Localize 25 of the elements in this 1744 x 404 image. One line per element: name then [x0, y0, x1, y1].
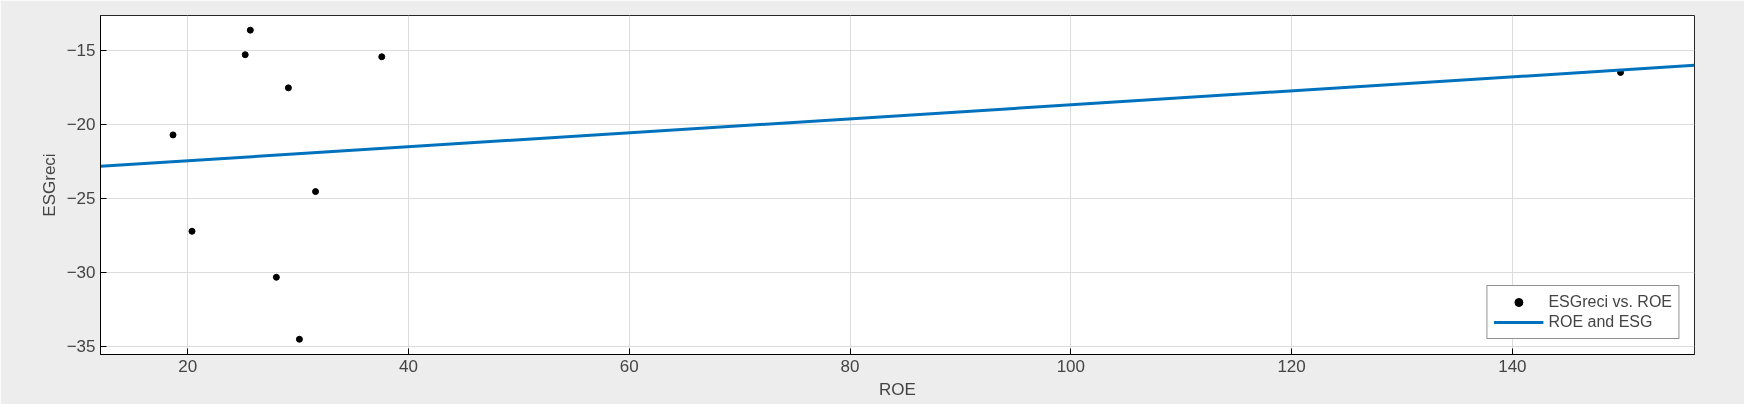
x-tick-label: 140 [1498, 356, 1527, 376]
x-tick-label: 120 [1277, 356, 1306, 376]
x-tick-label: 60 [619, 356, 639, 376]
x-tick-label: 80 [840, 356, 860, 376]
point [246, 26, 254, 34]
point [188, 227, 196, 235]
point [378, 53, 386, 61]
y-axis-title: ESGreci [39, 153, 59, 217]
x-tick-label: 20 [178, 356, 198, 376]
point [312, 188, 320, 196]
point [169, 131, 177, 139]
point [284, 84, 292, 92]
y-tick-label: −15 [66, 41, 96, 61]
x-tick-label: 100 [1056, 356, 1085, 376]
x-tick-label: 40 [399, 356, 418, 376]
x-axis-title: ROE [879, 379, 916, 399]
y-tick-label: −35 [66, 337, 96, 357]
point [241, 51, 249, 59]
point [272, 273, 280, 281]
y-tick-label: −20 [66, 115, 96, 135]
point [295, 335, 303, 343]
legend-label: ESGreci vs. ROE [1548, 293, 1672, 311]
legend-label: ROE and ESG [1548, 313, 1653, 331]
y-tick-label: −25 [66, 189, 96, 209]
y-tick-label: −30 [66, 263, 96, 283]
